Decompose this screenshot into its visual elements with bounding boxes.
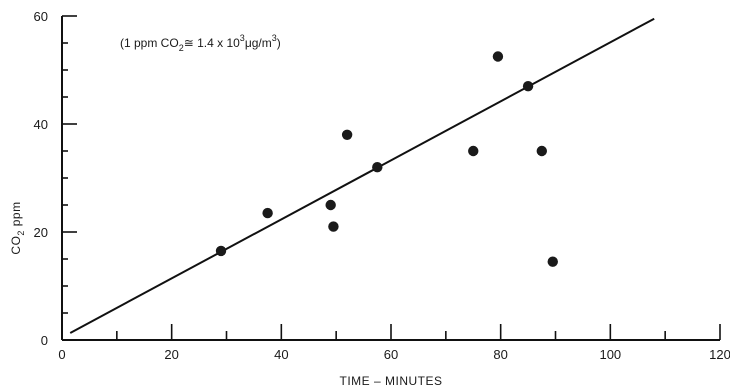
x-tick-label: 60 (384, 347, 398, 362)
x-tick-label: 20 (164, 347, 178, 362)
data-point (341, 129, 353, 140)
y-axis-title-subscript: 2 (16, 230, 26, 236)
y-axis-title-unit: ppm (9, 201, 23, 230)
x-tick-label: 40 (274, 347, 288, 362)
annotation-part-2: ≅ 1.4 x 10 (184, 36, 240, 50)
data-point (536, 145, 547, 157)
x-axis-title: TIME – MINUTES (339, 374, 442, 388)
annotation-sup-1: 3 (240, 33, 245, 43)
fit-line (69, 17, 655, 334)
x-tick-label: 100 (599, 347, 621, 362)
data-point (262, 207, 273, 219)
annotation-sub-1: 2 (179, 43, 184, 53)
annotation-part-4: ) (277, 36, 281, 50)
data-point (372, 162, 383, 173)
data-point (522, 81, 534, 92)
y-axis-title: CO2 ppm (9, 201, 26, 254)
y-tick-label: 20 (34, 225, 48, 240)
data-points (215, 51, 558, 267)
axes (61, 16, 720, 341)
y-tick-label: 60 (34, 9, 48, 24)
y-axis-title-main: CO (9, 236, 23, 255)
data-point (468, 145, 479, 157)
x-tick-label: 80 (493, 347, 507, 362)
y-tick-label: 0 (41, 333, 48, 348)
data-point (547, 256, 558, 267)
tick-labels: 0 20 40 60 80 100 120 0 20 40 60 (34, 9, 730, 362)
annotation-part-1: (1 ppm CO (120, 36, 179, 50)
data-point (215, 245, 227, 257)
annotation-sup-2: 3 (272, 33, 277, 43)
x-tick-label: 120 (709, 347, 730, 362)
annotation-part-3: μg/m (245, 36, 272, 50)
y-tick-label: 40 (34, 117, 48, 132)
data-point (328, 221, 339, 232)
conversion-annotation: (1 ppm CO2≅ 1.4 x 103μg/m3) (120, 33, 281, 53)
data-point (492, 51, 504, 62)
data-point (325, 199, 336, 211)
ticks (61, 15, 721, 341)
x-tick-label: 0 (58, 347, 65, 362)
